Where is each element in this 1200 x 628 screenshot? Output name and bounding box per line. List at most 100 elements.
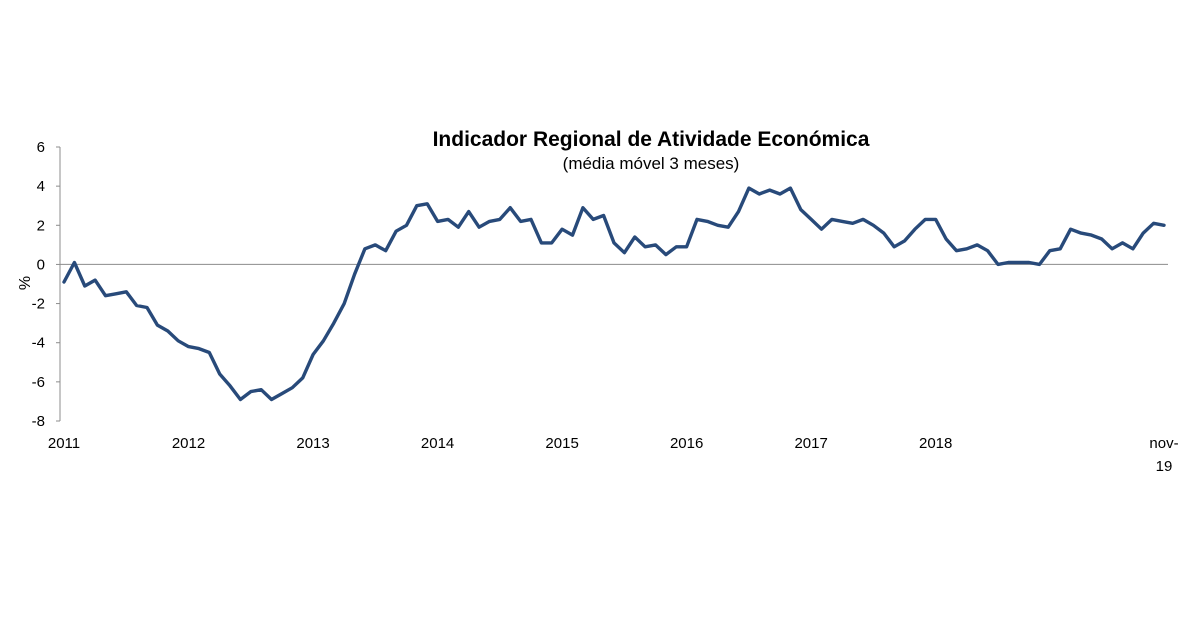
y-tick-label: -2 — [32, 296, 45, 313]
data-point — [789, 187, 792, 190]
data-point — [332, 322, 335, 325]
series-line — [62, 186, 1166, 402]
data-point — [478, 226, 481, 229]
data-point — [291, 386, 294, 389]
data-point — [1131, 247, 1134, 250]
y-axis: 6 4 2 0 -2 -4 -6 -8 — [32, 139, 61, 430]
x-tick-label: 2018 — [919, 435, 952, 452]
data-point — [395, 230, 398, 233]
data-point — [1069, 228, 1072, 231]
y-tick-label: -4 — [32, 335, 45, 352]
data-point — [561, 228, 564, 231]
data-point — [1007, 261, 1010, 264]
data-point — [664, 253, 667, 256]
data-point — [63, 281, 66, 284]
data-point — [893, 245, 896, 248]
data-point — [841, 220, 844, 223]
data-point — [862, 218, 865, 221]
data-point — [1038, 263, 1041, 266]
data-point — [644, 245, 647, 248]
x-tick-label: 2017 — [794, 435, 827, 452]
data-point — [976, 243, 979, 246]
data-point — [353, 273, 356, 276]
data-point — [73, 261, 76, 264]
data-point — [696, 218, 699, 221]
data-point — [685, 245, 688, 248]
data-point — [1028, 261, 1031, 264]
data-point — [747, 187, 750, 190]
data-point — [1142, 232, 1145, 235]
y-tick-label: -8 — [32, 413, 45, 430]
data-point — [312, 353, 315, 356]
data-point — [571, 234, 574, 237]
data-point — [1059, 247, 1062, 250]
data-point — [530, 218, 533, 221]
x-tick-label-last-line2: 19 — [1156, 458, 1173, 475]
data-point — [675, 245, 678, 248]
data-point — [924, 218, 927, 221]
y-tick-label: -6 — [32, 374, 45, 391]
data-point — [1121, 241, 1124, 244]
data-point — [104, 294, 107, 297]
data-point — [633, 236, 636, 239]
data-point — [986, 249, 989, 252]
data-point — [218, 373, 221, 376]
data-point — [965, 247, 968, 250]
data-point — [872, 224, 875, 227]
data-point — [436, 220, 439, 223]
data-point — [1163, 224, 1166, 227]
data-point — [322, 339, 325, 342]
series-layer — [62, 186, 1166, 402]
data-point — [540, 241, 543, 244]
data-point — [156, 324, 159, 327]
data-point — [997, 263, 1000, 266]
data-point — [1152, 222, 1155, 225]
data-point — [125, 290, 128, 293]
chart-title: Indicador Regional de Atividade Económic… — [433, 128, 870, 151]
data-point — [768, 189, 771, 192]
data-point — [187, 345, 190, 348]
data-point — [727, 226, 730, 229]
x-axis: 2011 2012 2013 2014 2015 2016 2017 2018 nov- 19 — [48, 263, 1179, 475]
data-point — [903, 239, 906, 242]
data-point — [457, 226, 460, 229]
data-point — [654, 243, 657, 246]
y-tick-label: 6 — [37, 139, 45, 156]
data-point — [1100, 238, 1103, 241]
data-point — [405, 224, 408, 227]
data-point — [737, 210, 740, 213]
data-point — [177, 339, 180, 342]
x-tick-label-last-line1: nov- — [1149, 435, 1178, 452]
y-tick-label: 4 — [37, 178, 45, 195]
data-point — [166, 330, 169, 333]
data-point — [592, 218, 595, 221]
data-point — [488, 220, 491, 223]
data-point — [758, 193, 761, 196]
data-point — [581, 206, 584, 209]
data-point — [301, 376, 304, 379]
data-point — [208, 351, 211, 354]
data-point — [706, 220, 709, 223]
data-point — [851, 222, 854, 225]
data-point — [1111, 247, 1114, 250]
data-point — [945, 238, 948, 241]
data-point — [613, 241, 616, 244]
y-axis-label: % — [17, 276, 34, 290]
data-point — [550, 241, 553, 244]
data-point — [384, 249, 387, 252]
data-point — [779, 193, 782, 196]
data-point — [934, 218, 937, 221]
x-tick-label: 2016 — [670, 435, 703, 452]
y-tick-label: 0 — [37, 256, 45, 273]
data-point — [363, 247, 366, 250]
data-point — [519, 220, 522, 223]
data-point — [955, 249, 958, 252]
data-point — [343, 302, 346, 305]
data-point — [374, 243, 377, 246]
x-tick-label: 2012 — [172, 435, 205, 452]
x-tick-label: 2013 — [296, 435, 329, 452]
data-point — [602, 214, 605, 217]
chart-subtitle: (média móvel 3 meses) — [563, 154, 740, 173]
data-point — [229, 384, 232, 387]
